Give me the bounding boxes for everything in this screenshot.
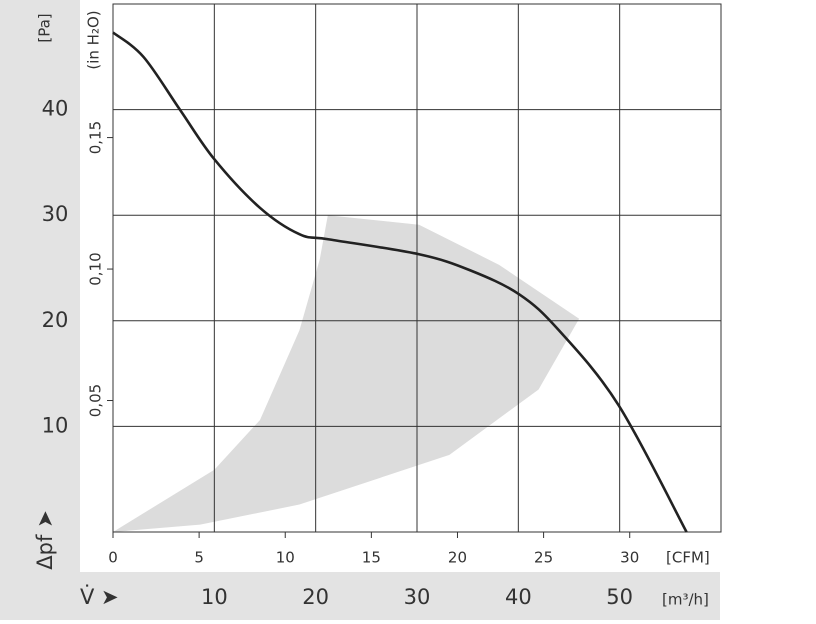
y-arrow-label: Δpf ➤ xyxy=(33,510,57,569)
y2-label: (in H₂O) xyxy=(85,10,103,69)
x2-tick-label: 15 xyxy=(362,549,381,567)
x2-tick-label: 30 xyxy=(620,549,639,567)
x-label: [m³/h] xyxy=(662,591,709,609)
plot-frame xyxy=(112,3,722,533)
x2-label: [CFM] xyxy=(666,549,710,567)
left-band xyxy=(0,0,80,572)
bottom-band xyxy=(0,572,720,620)
y-tick-label: 30 xyxy=(42,202,69,226)
y-tick-label: 40 xyxy=(42,97,69,121)
y-tick-label: 10 xyxy=(42,413,69,437)
y2-tick-label: 0,15 xyxy=(87,121,105,154)
x2-tick-label: 0 xyxy=(108,549,118,567)
x-tick-label: 20 xyxy=(302,585,329,609)
y2-tick-label: 0,10 xyxy=(87,252,105,285)
x2-tick-label: 10 xyxy=(276,549,295,567)
x-tick-label: 40 xyxy=(505,585,532,609)
y2-tick-label: 0,05 xyxy=(87,384,105,417)
x-arrow-label: V̇ ➤ xyxy=(80,584,119,609)
operating-region xyxy=(113,215,580,532)
y-tick-label: 20 xyxy=(42,308,69,332)
x-tick-label: 10 xyxy=(201,585,228,609)
x2-tick-label: 25 xyxy=(534,549,553,567)
x2-tick-label: 20 xyxy=(448,549,467,567)
fan-curve xyxy=(112,31,688,533)
x-tick-label: 30 xyxy=(404,585,431,609)
x-tick-label: 50 xyxy=(606,585,633,609)
x2-tick-label: 5 xyxy=(194,549,204,567)
y-label: [Pa] xyxy=(36,13,54,42)
